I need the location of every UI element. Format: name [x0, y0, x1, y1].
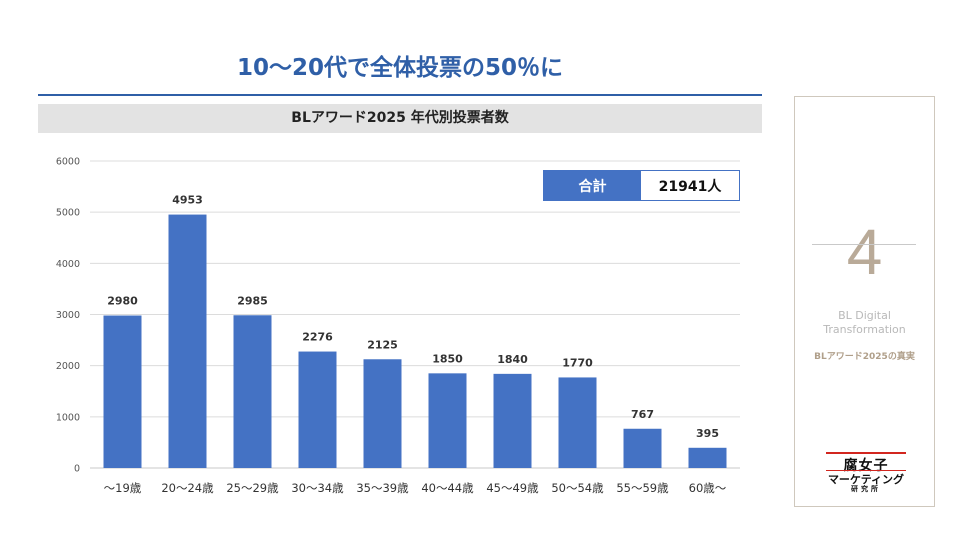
bar-6 [493, 373, 532, 468]
side-panel: 4 BL Digital Transformation BLアワード2025の真… [794, 96, 935, 507]
x-tick-label: 35～39歳 [356, 481, 409, 495]
y-tick-label: 1000 [56, 412, 80, 423]
brand-logo: 腐女子 マーケティング 研究所 [826, 452, 906, 494]
x-tick-label: 45～49歳 [486, 481, 539, 495]
data-label: 1850 [432, 352, 463, 365]
data-label: 4953 [172, 194, 203, 207]
data-label: 395 [696, 427, 719, 440]
bar-0 [103, 315, 142, 468]
y-tick-label: 2000 [56, 361, 80, 372]
data-label: 1840 [497, 353, 528, 366]
data-label: 2276 [302, 331, 333, 344]
bar-1 [168, 214, 207, 468]
chart-title: BLアワード2025 年代別投票者数 [38, 104, 762, 133]
total-value: 21941人 [641, 171, 739, 200]
side-panel-divider [812, 244, 916, 245]
y-tick-label: 3000 [56, 310, 80, 321]
data-label: 1770 [562, 356, 593, 369]
data-label: 2985 [237, 294, 268, 307]
section-tag: BLアワード2025の真実 [814, 352, 915, 362]
x-tick-label: 25～29歳 [226, 481, 279, 495]
logo-text-line3: 研究所 [851, 485, 881, 493]
x-tick-label: 30～34歳 [291, 481, 344, 495]
logo-accent-bar [826, 452, 906, 454]
section-subtitle: BL Digital Transformation [795, 309, 934, 337]
y-tick-label: 5000 [56, 208, 80, 219]
x-tick-label: 55～59歳 [616, 481, 669, 495]
bar-9 [688, 447, 727, 468]
y-tick-label: 6000 [56, 157, 80, 168]
y-tick-label: 0 [74, 464, 80, 475]
data-label: 2980 [107, 295, 138, 308]
x-tick-label: 20～24歳 [161, 481, 214, 495]
x-tick-label: 50～54歳 [551, 481, 604, 495]
bar-5 [428, 373, 467, 468]
headline-divider [38, 94, 762, 96]
bar-3 [298, 351, 337, 468]
section-number: 4 [846, 216, 883, 288]
x-tick-label: 60歳～ [689, 481, 727, 495]
logo-text-line2: マーケティング [827, 473, 905, 486]
section-subtitle-line2: Transformation [823, 323, 906, 336]
logo-accent-rule [826, 470, 906, 471]
y-tick-label: 4000 [56, 259, 80, 270]
data-label: 2125 [367, 338, 398, 351]
page-headline: 10～20代で全体投票の50％に [236, 55, 564, 81]
total-summary-box: 合計 21941人 [543, 170, 740, 201]
x-tick-label: ～19歳 [104, 481, 142, 495]
x-tick-label: 40～44歳 [421, 481, 474, 495]
bar-4 [363, 359, 402, 468]
section-subtitle-line1: BL Digital [838, 309, 891, 322]
bar-2 [233, 315, 272, 468]
data-label: 767 [631, 408, 654, 421]
total-label: 合計 [544, 171, 641, 200]
bar-8 [623, 428, 662, 468]
bar-7 [558, 377, 597, 468]
